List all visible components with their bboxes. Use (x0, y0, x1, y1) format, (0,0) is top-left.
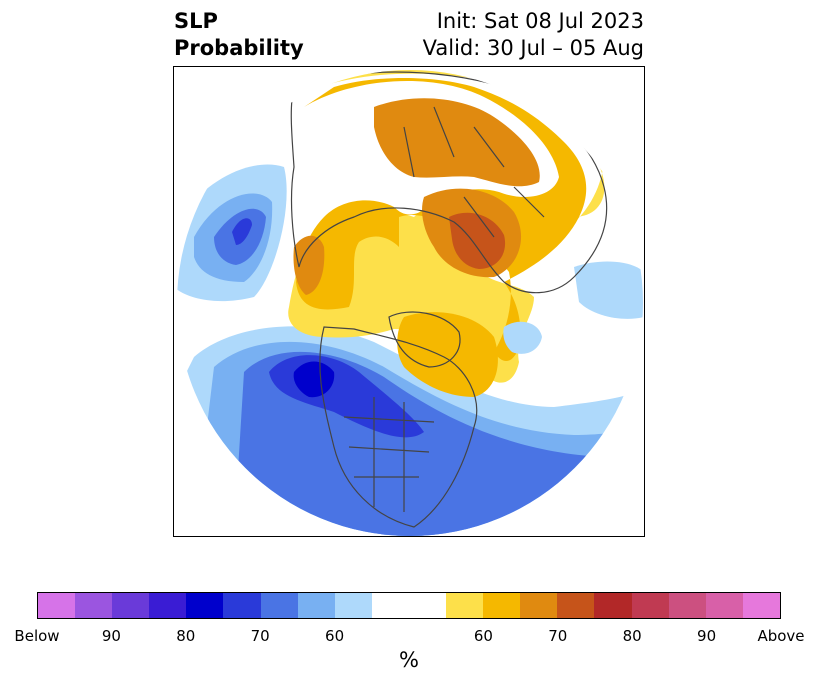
title-left: SLP Probability (174, 8, 304, 62)
blue-region-azores (503, 321, 542, 354)
colorbar-above-segment (483, 593, 521, 618)
orange-region-west (293, 235, 325, 295)
colorbar-above-segment (446, 593, 484, 618)
colorbar-above-segment (520, 593, 558, 618)
valid-range: Valid: 30 Jul – 05 Aug (422, 36, 644, 60)
colorbar-tick-label: 70 (250, 627, 270, 645)
colorbar (37, 592, 781, 619)
yellow-region-north (177, 70, 643, 383)
title-right: Init: Sat 08 Jul 2023 Valid: 30 Jul – 05… (423, 8, 644, 62)
colorbar-below-segment (149, 593, 187, 618)
colorbar-tick-label: 80 (622, 627, 642, 645)
init-date: Init: Sat 08 Jul 2023 (436, 9, 644, 33)
colorbar-tick-label: 60 (325, 627, 345, 645)
colorbar-tick-label: 90 (697, 627, 717, 645)
variable-title: SLP (174, 9, 218, 33)
variable-subtitle: Probability (174, 36, 304, 60)
greenland-outline (388, 311, 461, 368)
colorbar-above-segment (742, 593, 780, 618)
colorbar-above-segment (705, 593, 743, 618)
colorbar-unit-label: % (399, 648, 419, 672)
colorbar-below-segment (260, 593, 298, 618)
colorbar-tick-label: 90 (101, 627, 121, 645)
colorbar-below-segment (223, 593, 261, 618)
eurasia-inner-borders (403, 106, 545, 238)
colorbar-above-segment (631, 593, 669, 618)
orange-region-north (374, 98, 540, 187)
colorbar-below-segment (334, 593, 372, 618)
colorbar-tick-label: 70 (548, 627, 568, 645)
colorbar-above-segment (594, 593, 632, 618)
colorbar-tick-label: Below (14, 627, 60, 645)
north-america-outline (319, 326, 478, 528)
colorbar-below-segment (186, 593, 224, 618)
colorbar-below-segment (297, 593, 335, 618)
dark-orange-region-east (449, 212, 506, 269)
blue-region-pacific-center (232, 218, 252, 245)
colorbar-tick-label: Above (757, 627, 805, 645)
colorbar-below-segment (75, 593, 113, 618)
probability-map (177, 70, 643, 536)
colorbar-tick-label: 80 (176, 627, 196, 645)
blue-region-europe (574, 261, 643, 319)
colorbar-above-segment (668, 593, 706, 618)
yellow-region-atlantic (397, 312, 498, 397)
colorbar-above-segment (557, 593, 595, 618)
colorbar-neutral-segment (371, 593, 447, 618)
colorbar-tick-label: 60 (473, 627, 493, 645)
colorbar-below-segment (38, 593, 76, 618)
us-state-borders (343, 397, 435, 512)
colorbar-below-segment (112, 593, 150, 618)
map-panel (173, 66, 645, 537)
blue-region-america-core (293, 361, 335, 398)
